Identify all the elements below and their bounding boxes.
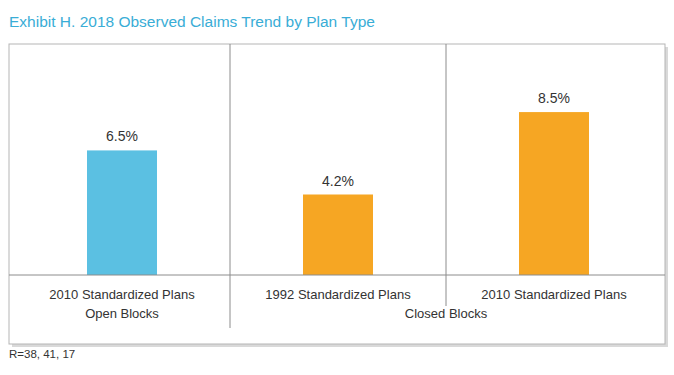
category-label: 1992 Standardized Plans — [265, 287, 411, 302]
bars — [87, 112, 589, 275]
chart-title: Exhibit H. 2018 Observed Claims Trend by… — [9, 13, 375, 30]
group-label: Closed Blocks — [405, 306, 488, 321]
group-divider — [230, 44, 231, 328]
category-divider — [446, 44, 447, 306]
baseline — [9, 275, 665, 276]
bar — [303, 195, 373, 276]
category-label: 2010 Standardized Plans — [481, 287, 627, 302]
bar — [519, 112, 589, 275]
chart-svg: Exhibit H. 2018 Observed Claims Trend by… — [0, 0, 674, 375]
data-label: 8.5% — [538, 90, 570, 106]
data-label: 4.2% — [322, 173, 354, 189]
data-label: 6.5% — [106, 128, 138, 144]
category-label: 2010 Standardized Plans — [49, 287, 195, 302]
chart-container: Exhibit H. 2018 Observed Claims Trend by… — [0, 0, 674, 375]
bar — [87, 150, 157, 275]
footnote: R=38, 41, 17 — [9, 348, 75, 360]
group-label: Open Blocks — [85, 306, 159, 321]
plot-frame — [9, 44, 665, 344]
